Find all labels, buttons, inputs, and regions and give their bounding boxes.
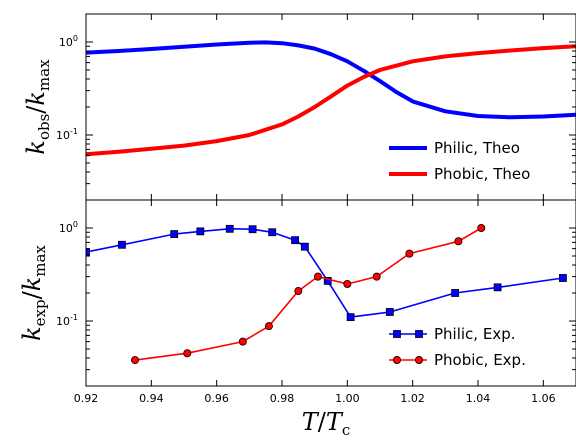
data-point	[343, 279, 352, 288]
data-point	[118, 240, 126, 249]
y-tick-label: 100	[59, 34, 78, 49]
bottom-legend: Philic, Exp. Phobic, Exp.	[389, 325, 526, 369]
data-point	[291, 236, 299, 245]
y-tick-label: 10-1	[56, 313, 78, 328]
data-point	[248, 225, 257, 234]
legend-label: Phobic, Theo	[434, 165, 530, 183]
data-point	[454, 237, 463, 246]
data-point	[372, 272, 381, 281]
data-point	[385, 308, 394, 316]
data-point	[170, 230, 179, 238]
data-point	[238, 337, 247, 346]
legend-marker	[415, 330, 423, 338]
top-y-axis-label: kobs/kmax	[22, 59, 53, 155]
x-tick-label: 0.96	[204, 392, 229, 405]
bottom-y-ticks: 100 10-1	[56, 199, 576, 387]
data-point	[268, 228, 277, 237]
data-point	[346, 313, 355, 322]
bottom-plot-area	[86, 223, 567, 365]
x-tick-label: 1.04	[466, 392, 491, 405]
x-tick-label: 1.00	[335, 392, 360, 405]
y-tick-label: 100	[59, 220, 78, 235]
data-point	[294, 287, 303, 296]
bottom-y-axis-label: kexp/kmax	[18, 245, 49, 341]
legend-marker	[414, 355, 423, 364]
x-tick-label: 0.98	[270, 392, 295, 405]
x-tick-label: 0.94	[139, 392, 164, 405]
x-axis-label: T/Tc	[302, 408, 351, 438]
legend-label: Philic, Theo	[434, 139, 520, 157]
series-line	[86, 228, 564, 318]
data-point	[300, 242, 309, 251]
data-point	[183, 349, 192, 358]
y-tick-label: 10-1	[56, 127, 78, 142]
data-point	[225, 224, 234, 233]
x-tick-label: 1.06	[531, 392, 556, 405]
data-point	[405, 249, 414, 258]
data-point	[264, 322, 273, 331]
x-tick-label: 1.02	[400, 392, 425, 405]
data-point	[323, 276, 332, 285]
series-line	[86, 40, 576, 120]
series-line	[86, 44, 576, 157]
top-y-ticks: 100 10-1	[56, 13, 576, 201]
data-point	[130, 356, 139, 365]
data-point	[196, 227, 205, 236]
legend-marker	[393, 330, 401, 338]
bottom-panel: 100 10-1 0.92 0.94 0.96 0.98 1.00 1.02 1.04 1.06…	[18, 199, 576, 438]
top-legend: Philic, Theo Phobic, Theo	[389, 139, 530, 183]
data-point	[86, 248, 90, 257]
data-point	[559, 274, 567, 282]
legend-marker	[392, 355, 401, 364]
data-point	[477, 223, 486, 232]
legend-label: Phobic, Exp.	[434, 351, 526, 369]
data-point	[313, 272, 322, 281]
data-point	[451, 289, 460, 297]
bottom-x-ticks: 0.92 0.94 0.96 0.98 1.00 1.02 1.04 1.06	[74, 392, 556, 405]
x-tick-label: 0.92	[74, 392, 99, 405]
legend-label: Philic, Exp.	[434, 325, 515, 343]
data-point	[493, 283, 502, 292]
top-panel: 100 10-1 kobs/kmax Philic, Theo Phobic, Th…	[22, 13, 576, 201]
top-plot-area	[86, 40, 576, 157]
